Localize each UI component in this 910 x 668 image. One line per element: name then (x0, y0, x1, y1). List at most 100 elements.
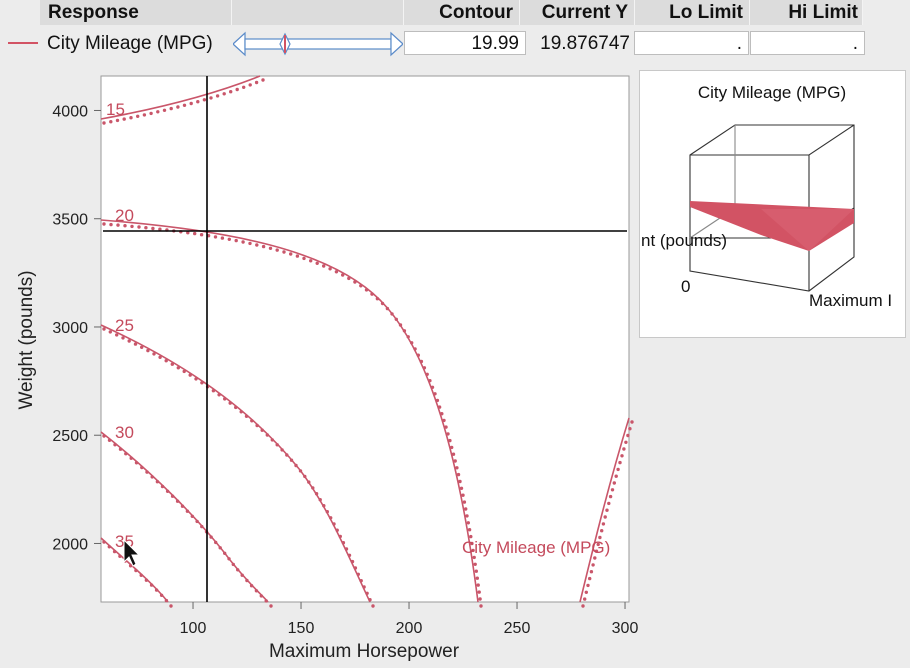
contour-right[interactable] (579, 417, 630, 603)
contour-dot (471, 548, 475, 553)
contour-dot (169, 106, 173, 111)
contour-dot (318, 498, 322, 502)
contour-15[interactable] (100, 75, 261, 120)
contour-dot (478, 597, 482, 601)
contour-dot (612, 481, 616, 485)
contour-dot (628, 427, 632, 431)
contour-dot (107, 545, 112, 549)
slider-right-arrow-icon[interactable] (390, 31, 403, 57)
y-tick-label: 2000 (52, 536, 88, 553)
contour-dot (444, 425, 448, 429)
contour-dot (254, 80, 259, 85)
contour-dot (353, 566, 358, 570)
slider-track[interactable] (244, 38, 392, 50)
contour-dot (294, 463, 298, 468)
contour-20[interactable] (100, 219, 479, 603)
contour-dot (228, 401, 232, 405)
contour-dot (359, 579, 363, 583)
contour-dot (108, 330, 113, 334)
y-tick-label: 3000 (52, 320, 88, 337)
contour-dot (329, 516, 333, 520)
contour-dot (118, 554, 122, 558)
contour-dot (473, 562, 477, 566)
contour-dot (466, 521, 470, 525)
contour-dot (217, 393, 221, 397)
surface-corner-tick: 0 (681, 277, 690, 296)
contour-dot (359, 284, 363, 288)
contour-plot[interactable]: 1520253035 City Mileage (MPG) 1001502002… (0, 60, 640, 668)
contour-dot (616, 467, 620, 472)
contour-dot (102, 121, 106, 125)
contour-dot (241, 240, 245, 244)
contour-dot (240, 573, 244, 577)
contour-dot (338, 534, 342, 539)
contour-dot (121, 336, 125, 340)
contour-dot (115, 333, 119, 337)
contour-dot (433, 392, 437, 396)
contour-dot (448, 438, 452, 443)
contour-dot (406, 335, 410, 339)
response-name: City Mileage (MPG) (47, 33, 213, 54)
contour-dot (261, 78, 265, 82)
contour-dot (109, 120, 113, 124)
contour-dot (594, 549, 599, 553)
contour-dot (136, 114, 140, 119)
contour-dot (255, 243, 259, 247)
contour-dot (151, 226, 155, 231)
contour-dot (239, 410, 243, 414)
y-tick-label: 2500 (52, 428, 88, 445)
contour-dot (133, 342, 138, 346)
contour-dot (398, 323, 403, 327)
contour-dot (150, 475, 154, 479)
contour-dot (322, 264, 326, 268)
contour-slider[interactable] (233, 31, 403, 57)
contour-dot (250, 419, 254, 423)
contour-dot (307, 480, 311, 484)
contour-dot (285, 453, 289, 457)
contour-dot (289, 252, 293, 256)
x-tick-label: 150 (288, 620, 315, 637)
contour-dot (593, 556, 597, 560)
contour-dot (410, 341, 414, 345)
contour-dot (601, 522, 606, 526)
surface-plot-panel[interactable]: City Mileage (MPG) nt (pounds) 0 Maximum… (639, 70, 906, 338)
contour-dot (175, 499, 180, 503)
contour-dot (268, 246, 273, 250)
plot-frame[interactable] (100, 75, 630, 603)
contour-dot (269, 604, 273, 608)
response-contour-label: City Mileage (MPG) (462, 538, 610, 557)
contour-dot (182, 103, 187, 108)
contour-dot (581, 604, 585, 608)
contour-dot (314, 492, 319, 496)
contour-dot (146, 348, 150, 353)
contour-dot (371, 604, 375, 608)
response-color-swatch (8, 42, 38, 44)
contour-dot (618, 460, 622, 465)
contour-dot (607, 501, 611, 506)
contour-dot (624, 440, 628, 444)
contour-dot (130, 224, 134, 229)
contour-dot (265, 433, 269, 437)
contour-dot (142, 113, 147, 117)
contour-dot (229, 90, 233, 94)
slider-left-arrow-icon[interactable] (233, 31, 246, 57)
contour-dot (234, 238, 238, 243)
contour-dot (450, 445, 454, 450)
contour-dot (280, 448, 284, 452)
lo-limit-field[interactable]: . (634, 31, 749, 55)
contour-dot (626, 433, 630, 438)
contour-dot (140, 465, 144, 470)
contour-dot (275, 443, 279, 447)
contour-dot (176, 105, 180, 109)
contour-dot (139, 573, 143, 577)
contour-value-field[interactable]: 19.99 (404, 31, 526, 55)
contour-dot (144, 226, 148, 230)
contour-dot (260, 428, 264, 432)
slider-thumb[interactable] (279, 32, 291, 56)
contour-dot (123, 224, 127, 228)
contour-dot (170, 362, 174, 366)
contour-dot (222, 92, 226, 96)
hi-limit-field[interactable]: . (750, 31, 865, 55)
contour-dot (332, 522, 336, 526)
contour-dot (254, 589, 259, 593)
